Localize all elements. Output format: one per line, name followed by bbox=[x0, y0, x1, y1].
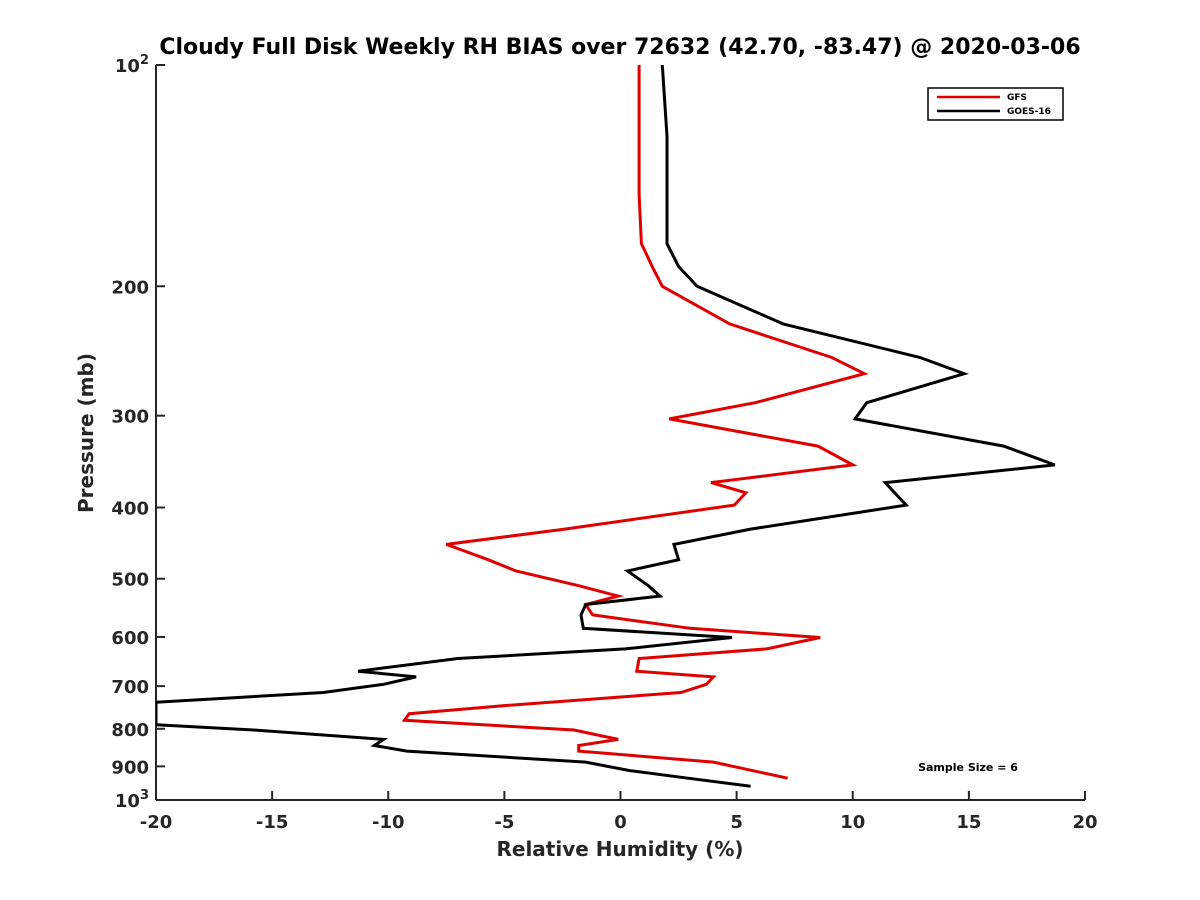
x-axis-label: Relative Humidity (%) bbox=[496, 837, 743, 861]
y-tick-label: 102 bbox=[115, 53, 149, 77]
y-tick-label: 200 bbox=[111, 277, 149, 298]
y-tick-label: 800 bbox=[111, 720, 149, 741]
legend-label-gfs: GFS bbox=[1007, 93, 1027, 103]
x-tick-label: -15 bbox=[256, 812, 289, 833]
x-tick-label: 5 bbox=[730, 812, 743, 833]
legend: GFS GOES-16 bbox=[927, 87, 1064, 121]
sample-size-annotation: Sample Size = 6 bbox=[918, 761, 1018, 774]
x-tick-label: 20 bbox=[1072, 812, 1097, 833]
x-tick-label: -10 bbox=[372, 812, 405, 833]
plot-area: -20 -15 -10 -5 0 5 10 15 20 102 200 300 400 500 600 700… bbox=[111, 53, 1097, 833]
y-tick-label: 103 bbox=[115, 788, 149, 812]
chart-title: Cloudy Full Disk Weekly RH BIAS over 726… bbox=[159, 35, 1080, 60]
x-tick-label: 10 bbox=[840, 812, 865, 833]
x-tick-label: 0 bbox=[614, 812, 627, 833]
series-line-gfs bbox=[401, 65, 869, 780]
x-tick-label: -20 bbox=[140, 812, 173, 833]
legend-box bbox=[927, 87, 1064, 121]
y-tick-label: 500 bbox=[111, 570, 149, 591]
y-tick-label: 900 bbox=[111, 757, 149, 778]
y-tick-label: 700 bbox=[111, 677, 149, 698]
y-tick-label: 400 bbox=[111, 499, 149, 520]
y-axis-label: Pressure (mb) bbox=[74, 353, 98, 513]
x-tick-label: 15 bbox=[956, 812, 981, 833]
x-tick-label: -5 bbox=[494, 812, 514, 833]
series-line-goes-16 bbox=[156, 65, 1056, 788]
y-tick-label: 300 bbox=[111, 407, 149, 428]
y-tick-label: 600 bbox=[111, 628, 149, 649]
legend-label-goes-16: GOES-16 bbox=[1007, 107, 1051, 117]
